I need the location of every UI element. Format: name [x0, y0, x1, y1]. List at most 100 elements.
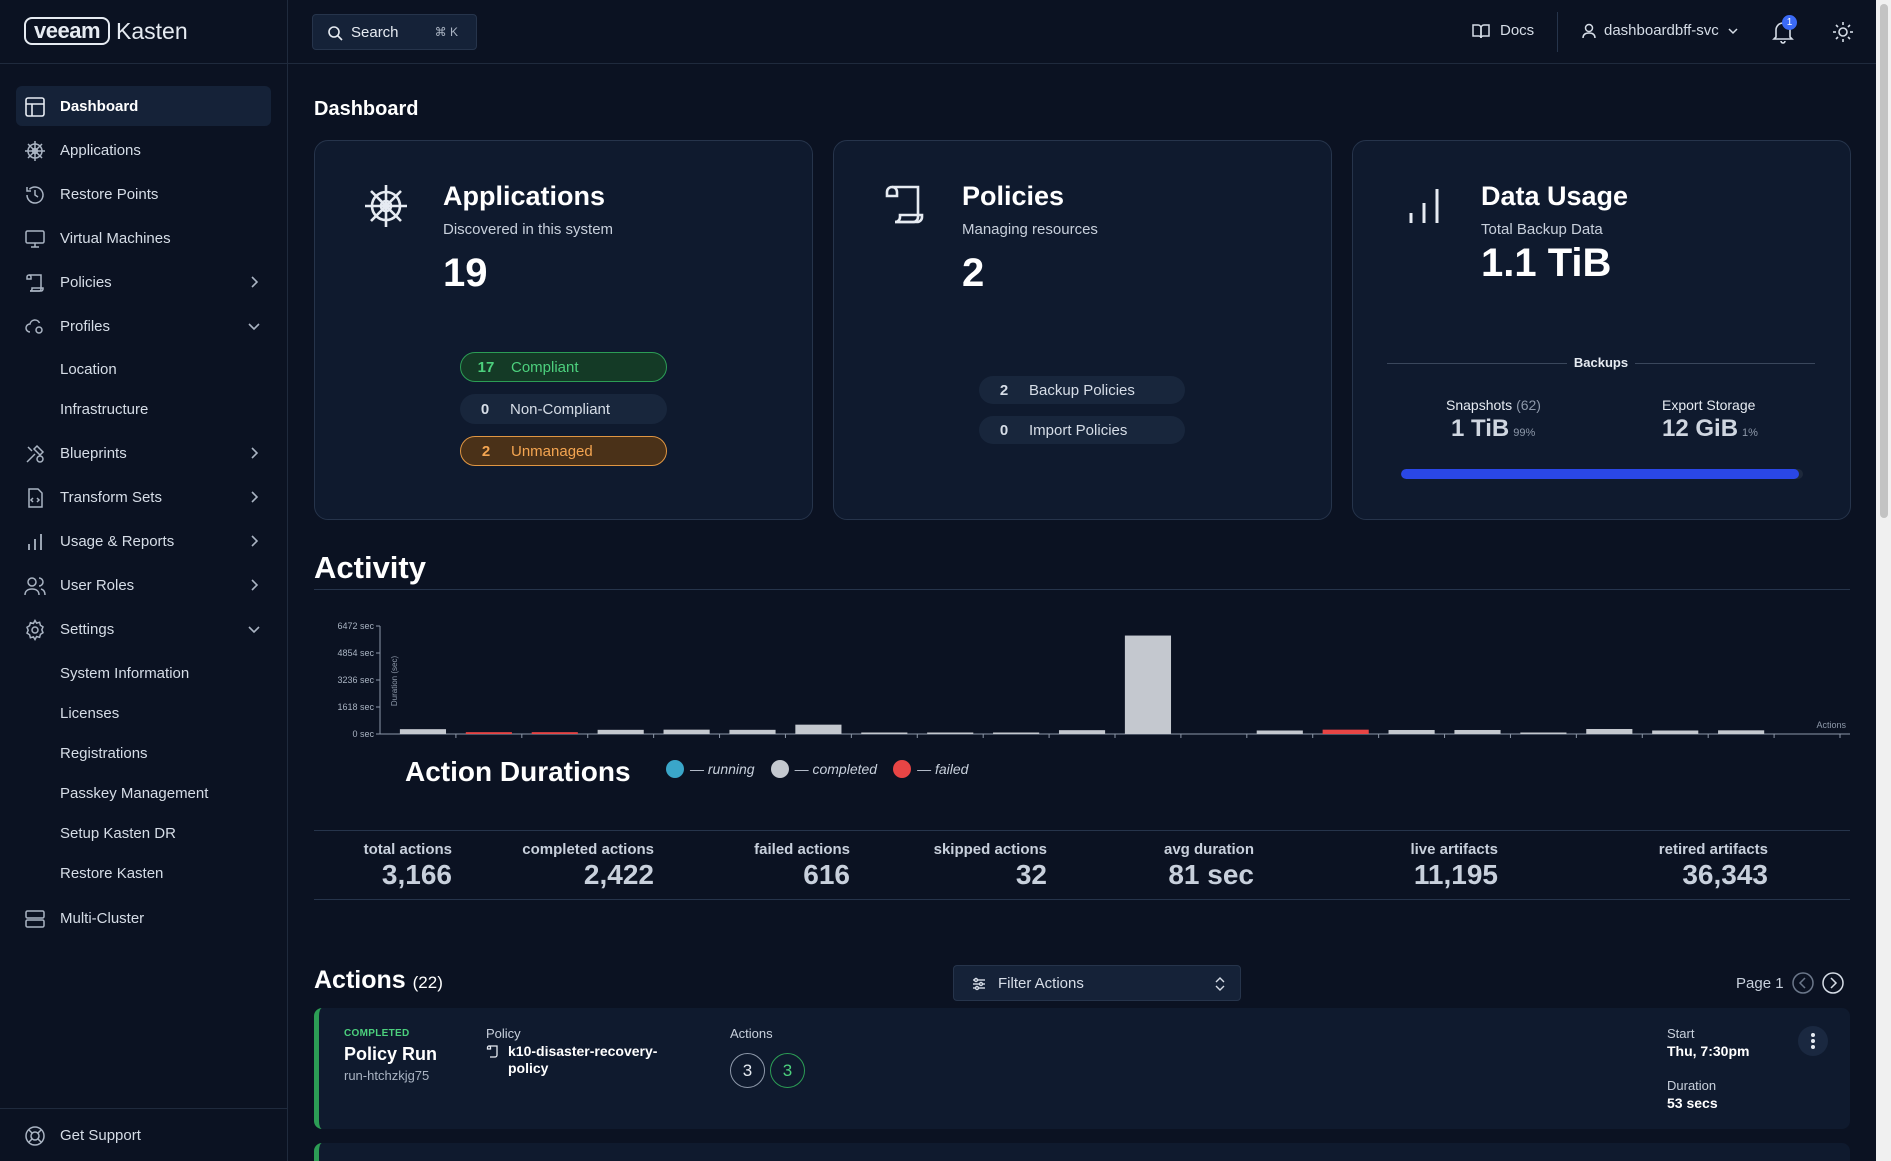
- get-support-button[interactable]: Get Support: [16, 1115, 271, 1155]
- legend-swatch: [666, 760, 684, 778]
- stat-value: 11,195: [1413, 859, 1498, 890]
- y-tick-label: 1618 sec: [337, 702, 374, 712]
- non-compliant-pill[interactable]: 0 Non-Compliant: [460, 394, 667, 424]
- sidebar-item-registrations[interactable]: Registrations: [60, 745, 148, 762]
- action-completed-circle[interactable]: 3: [770, 1053, 805, 1088]
- start-value: Thu, 7:30pm: [1667, 1043, 1750, 1059]
- x-axis-label: Actions: [1816, 720, 1846, 730]
- bar-failed: [531, 732, 578, 734]
- sidebar-item-label: Applications: [60, 141, 141, 159]
- scrollbar[interactable]: [1876, 0, 1891, 1161]
- sidebar-item-dashboard[interactable]: Dashboard: [16, 86, 271, 126]
- backup-policies-pill[interactable]: 2 Backup Policies: [979, 376, 1185, 404]
- chevron-down-icon: [248, 626, 260, 634]
- actions-title-text: Actions: [314, 966, 406, 994]
- scrollbar-thumb[interactable]: [1880, 4, 1888, 518]
- start-label: Start: [1667, 1026, 1695, 1041]
- action-card[interactable]: COMPLETED Policy Run run-htchzkjg75 Poli…: [314, 1008, 1850, 1129]
- legend-failed: — failed: [893, 760, 968, 778]
- sidebar: veeam Kasten Dashboard Applications Rest…: [0, 0, 288, 1161]
- bar-completed: [1124, 635, 1172, 734]
- policy-link[interactable]: k10-disaster-recovery-policy: [486, 1043, 686, 1077]
- action-durations-chart: 0 sec 1618 sec 3236 sec 4854 sec 6472 sec Dur…: [337, 621, 1850, 739]
- next-page-icon[interactable]: [1821, 972, 1844, 994]
- data-usage-total: 1.1 TiB: [1481, 241, 1612, 285]
- monitor-icon: [25, 230, 45, 248]
- bar-completed: [1256, 730, 1303, 734]
- action-status: COMPLETED: [344, 1028, 410, 1039]
- bar-completed: [1718, 730, 1765, 734]
- bar-completed: [1652, 730, 1699, 734]
- sidebar-item-virtual-machines[interactable]: Virtual Machines: [16, 218, 271, 258]
- sidebar-item-label: Usage & Reports: [60, 532, 175, 550]
- y-axis-label: Duration (sec): [390, 656, 399, 707]
- bar-completed: [597, 729, 644, 734]
- stat-label: failed actions: [754, 841, 850, 858]
- compliant-pill[interactable]: 17 Compliant: [460, 352, 667, 382]
- sidebar-item-usage-reports[interactable]: Usage & Reports: [16, 521, 271, 561]
- sidebar-item-settings[interactable]: Settings: [16, 609, 271, 649]
- stat-label: total actions: [363, 841, 452, 858]
- history-icon: [26, 186, 44, 204]
- stat-total-actions: total actions 3,166: [364, 841, 452, 892]
- compliant-label: Compliant: [511, 358, 579, 376]
- previous-page-icon[interactable]: [1791, 972, 1814, 994]
- gear-icon: [26, 619, 44, 641]
- y-tick-label: 4854 sec: [337, 648, 374, 658]
- data-usage-card[interactable]: Data Usage Total Backup Data 1.1 TiB Bac…: [1352, 140, 1851, 520]
- applications-card[interactable]: Applications Discovered in this system 1…: [314, 140, 813, 520]
- stat-value: 616: [803, 859, 850, 890]
- action-card[interactable]: [314, 1143, 1850, 1161]
- user-icon: [1582, 23, 1596, 38]
- sidebar-item-policies[interactable]: Policies: [16, 262, 271, 302]
- sidebar-item-applications[interactable]: Applications: [16, 130, 271, 170]
- sidebar-item-system-information[interactable]: System Information: [60, 665, 190, 682]
- sidebar-item-location[interactable]: Location: [60, 361, 117, 378]
- sidebar-item-passkey-management[interactable]: Passkey Management: [60, 785, 209, 802]
- policies-card[interactable]: Policies Managing resources 2 2 Backup P…: [833, 140, 1332, 520]
- usage-progress-fill: [1401, 469, 1799, 479]
- more-options-button[interactable]: [1798, 1026, 1828, 1056]
- stat-label: retired artifacts: [1658, 841, 1768, 858]
- sidebar-item-transform-sets[interactable]: Transform Sets: [16, 477, 271, 517]
- compliant-count: 17: [477, 358, 495, 376]
- sidebar-item-label: Multi-Cluster: [60, 909, 145, 927]
- unmanaged-pill[interactable]: 2 Unmanaged: [460, 436, 667, 466]
- snapshots-percent: 99%: [1513, 427, 1536, 439]
- veeam-kasten-logo[interactable]: veeam Kasten: [24, 16, 188, 46]
- import-policies-pill[interactable]: 0 Import Policies: [979, 416, 1185, 444]
- backup-policies-count: 2: [999, 381, 1009, 399]
- bar-completed: [1058, 730, 1106, 734]
- sun-icon[interactable]: [1832, 21, 1854, 43]
- sidebar-item-setup-kasten-dr[interactable]: Setup Kasten DR: [60, 825, 176, 842]
- card-title: Policies: [962, 181, 1065, 211]
- sidebar-item-user-roles[interactable]: User Roles: [16, 565, 271, 605]
- sidebar-item-licenses[interactable]: Licenses: [60, 705, 120, 722]
- sidebar-item-restore-kasten[interactable]: Restore Kasten: [60, 865, 164, 882]
- duration-label: Duration: [1667, 1078, 1717, 1093]
- bar-failed: [1322, 729, 1369, 734]
- bar-completed: [927, 732, 974, 734]
- sidebar-item-multi-cluster[interactable]: Multi-Cluster: [16, 898, 271, 938]
- divider: [0, 63, 288, 64]
- sidebar-item-label: Policies: [60, 273, 112, 291]
- stat-failed-actions: failed actions 616: [754, 841, 850, 892]
- sidebar-item-infrastructure[interactable]: Infrastructure: [60, 401, 149, 418]
- sidebar-item-restore-points[interactable]: Restore Points: [16, 174, 271, 214]
- legend-completed: — completed: [770, 760, 877, 778]
- snapshots-value: 1 TiB 99%: [1451, 415, 1535, 443]
- filter-actions-select[interactable]: Filter Actions: [953, 965, 1241, 1001]
- dashboard-icon: [25, 97, 45, 117]
- card-subtitle: Discovered in this system: [443, 221, 614, 238]
- sidebar-item-profiles[interactable]: Profiles: [16, 306, 271, 346]
- sidebar-item-blueprints[interactable]: Blueprints: [16, 433, 271, 473]
- docs-link[interactable]: Docs: [1472, 22, 1534, 39]
- docs-label: Docs: [1500, 22, 1535, 39]
- bar-chart-icon: [28, 534, 42, 550]
- card-subtitle: Managing resources: [962, 221, 1098, 238]
- chart-legend: — running — completed — failed: [666, 760, 984, 778]
- action-total-circle[interactable]: 3: [730, 1053, 765, 1088]
- user-menu[interactable]: dashboardbff-svc: [1582, 22, 1739, 39]
- bar-completed: [1586, 728, 1633, 734]
- search-button[interactable]: Search ⌘ K: [312, 14, 477, 50]
